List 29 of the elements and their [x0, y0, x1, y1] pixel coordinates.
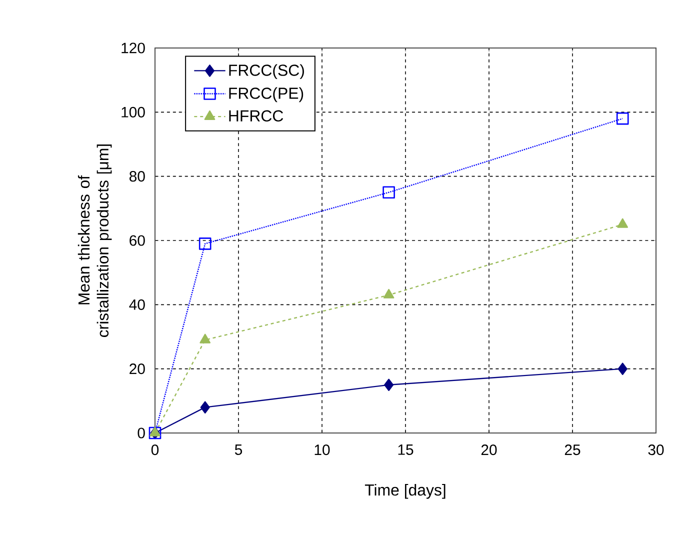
- point: [150, 426, 160, 436]
- legend-label: FRCC(SC): [229, 64, 304, 80]
- y-tick-label: 120: [122, 42, 145, 54]
- legend-label: FRCC(PE): [229, 87, 304, 102]
- point: [384, 378, 394, 392]
- y-tick-label: 20: [130, 364, 145, 374]
- point: [200, 401, 210, 414]
- y-tick-label: 100: [122, 106, 145, 118]
- point: [616, 112, 629, 125]
- x-tick-label: 0: [151, 444, 159, 456]
- point: [618, 362, 628, 375]
- x-tick-label: 5: [234, 444, 242, 455]
- y-axis-title: Mean thickness of cristallization products [μm]: [78, 144, 112, 337]
- point: [198, 238, 212, 250]
- y-tick-label: 0: [138, 428, 145, 438]
- point: [200, 334, 211, 344]
- point: [382, 186, 395, 199]
- x-tick-label: 25: [564, 444, 580, 456]
- y-tick-label: 60: [130, 235, 145, 246]
- x-tick-label: 30: [648, 444, 664, 456]
- y-tick-label: 40: [129, 299, 145, 310]
- x-tick-label: 10: [314, 444, 330, 456]
- point: [383, 288, 394, 298]
- x-tick-label: 20: [481, 444, 497, 456]
- point: [617, 218, 628, 228]
- legend-label: HFRCC: [229, 110, 284, 122]
- x-tick-label: 15: [398, 444, 414, 455]
- x-axis-title: Time [days]: [364, 484, 446, 499]
- y-tick-label: 80: [130, 171, 145, 182]
